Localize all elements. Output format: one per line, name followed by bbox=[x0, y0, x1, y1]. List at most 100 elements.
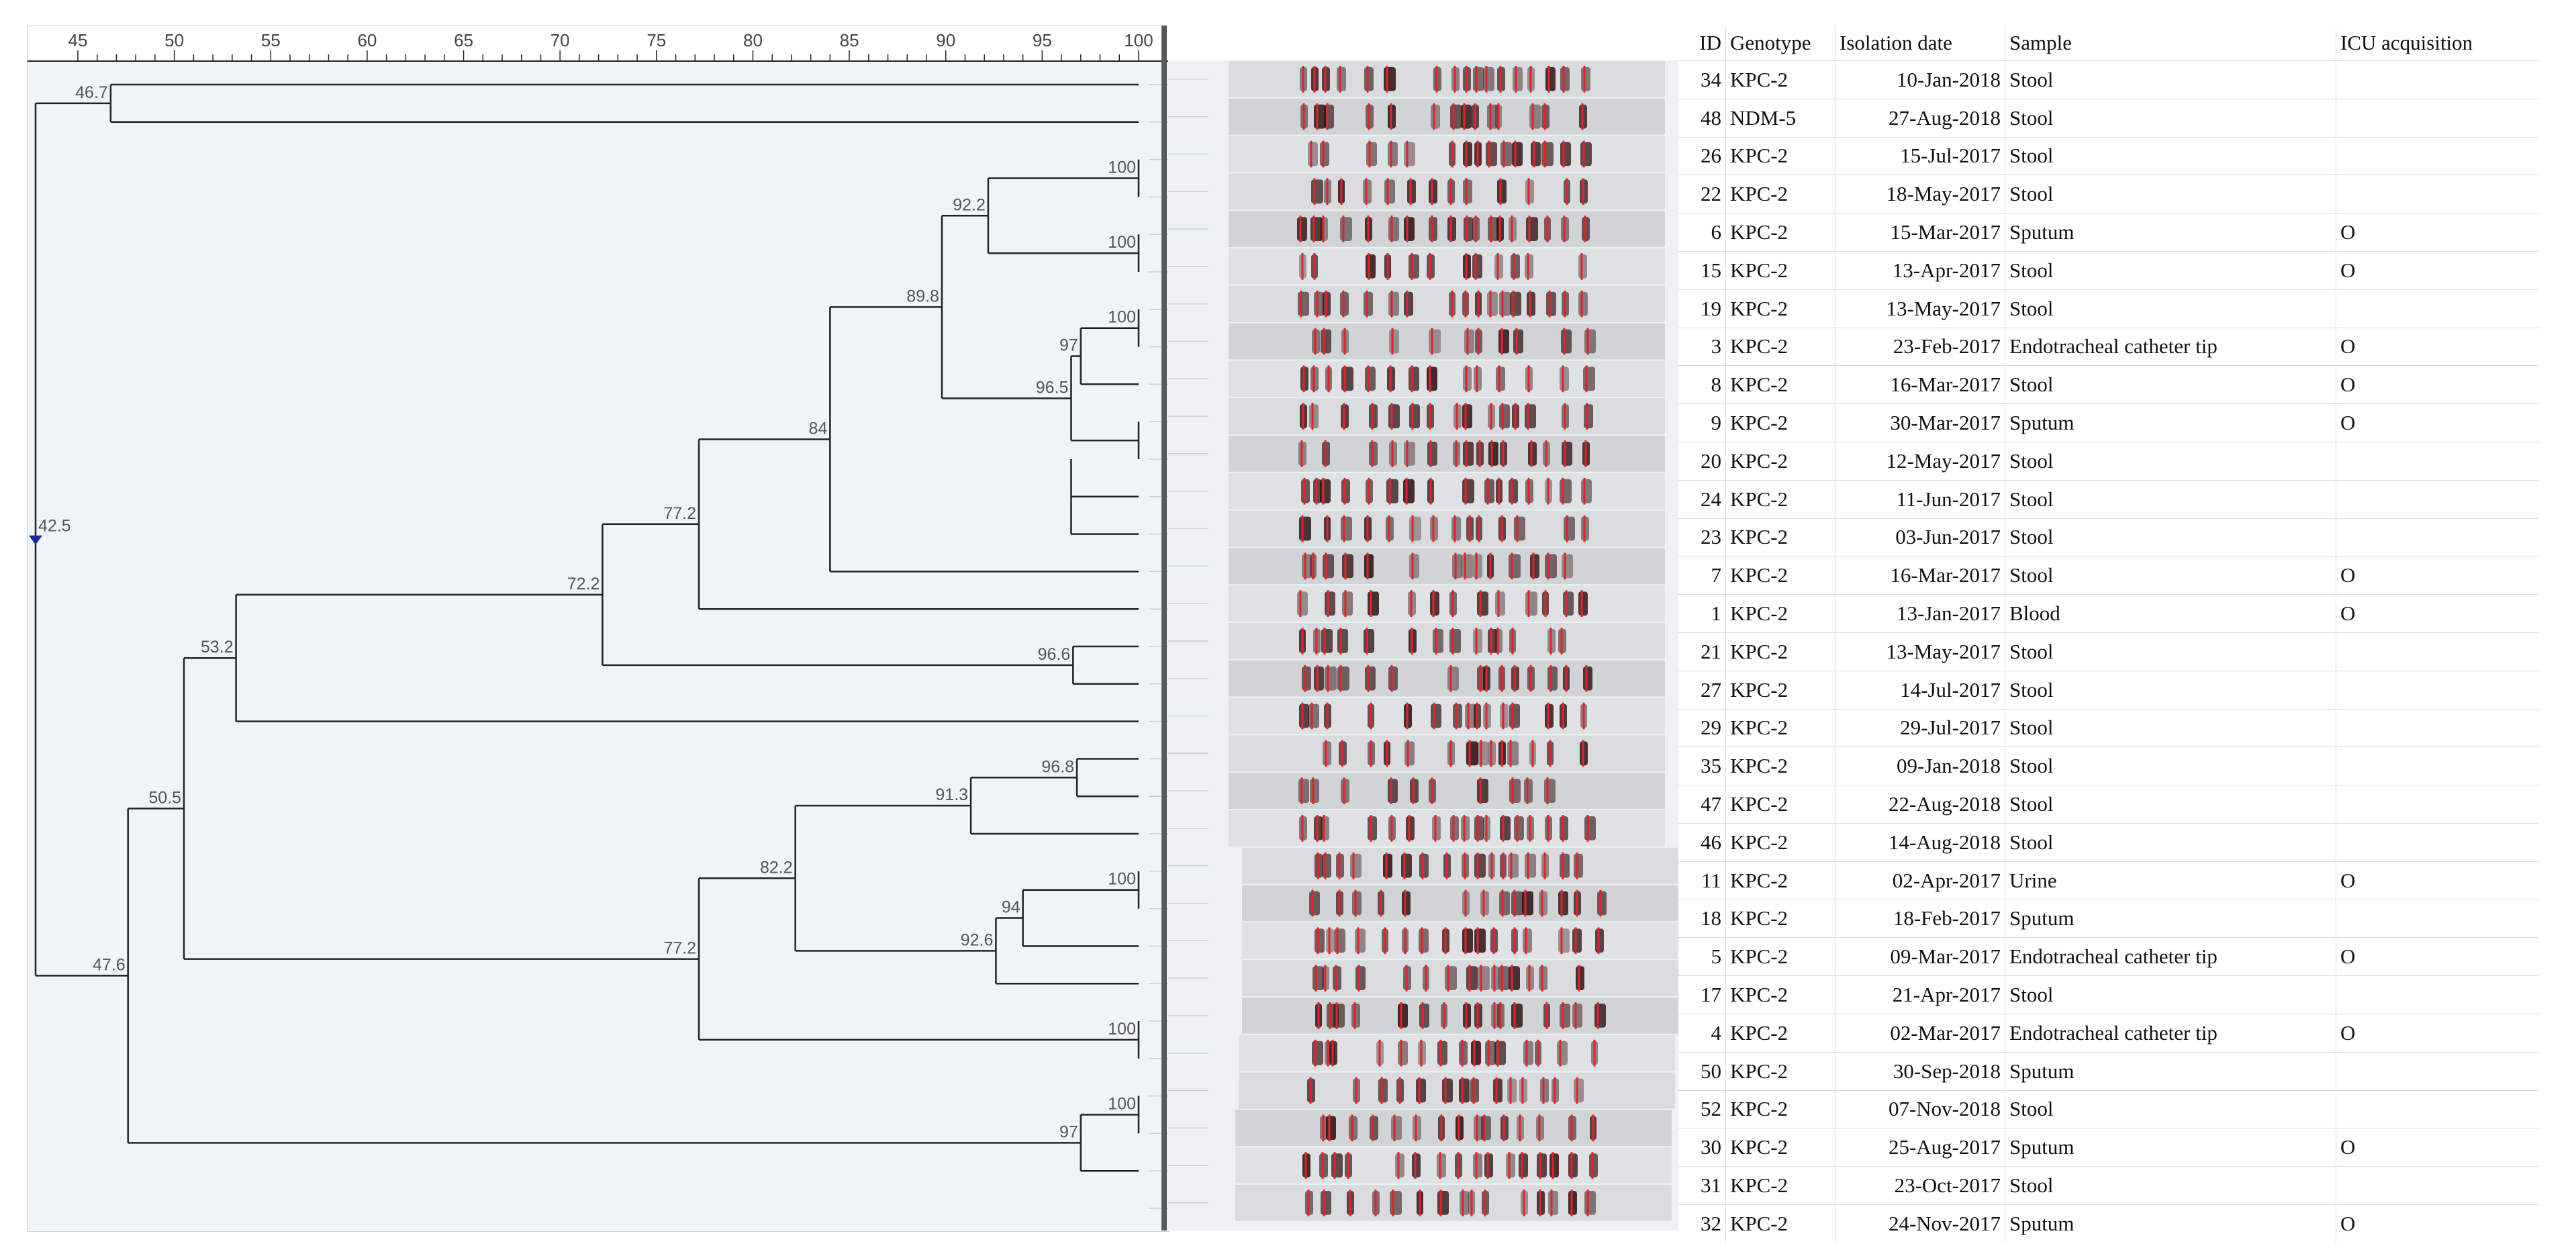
gel-band bbox=[1314, 291, 1324, 316]
table-row: 5 KPC-2 09-Mar-2017 Endotracheal catheter t… bbox=[1678, 937, 2539, 976]
cell-sample: Sputum bbox=[2005, 213, 2336, 252]
cell-id: 1 bbox=[1678, 594, 1726, 633]
node-label: 84 bbox=[809, 419, 828, 438]
gel-band bbox=[1549, 1153, 1559, 1177]
gel-band bbox=[1337, 629, 1348, 653]
cell-id: 29 bbox=[1678, 708, 1726, 747]
gel-band bbox=[1531, 142, 1541, 166]
gel-band bbox=[1298, 291, 1309, 316]
cell-date: 02-Mar-2017 bbox=[1835, 1013, 2005, 1053]
gel-band bbox=[1447, 666, 1459, 691]
table-row: 31 KPC-2 23-Oct-2017 Stool bbox=[1678, 1166, 2539, 1205]
gel-band bbox=[1333, 1004, 1345, 1028]
gel-band bbox=[1578, 291, 1588, 316]
gel-band bbox=[1560, 142, 1571, 166]
gel-band bbox=[1451, 516, 1461, 541]
node-label: 46.7 bbox=[75, 83, 108, 102]
gel-band bbox=[1437, 1153, 1446, 1177]
gel-band bbox=[1560, 367, 1569, 391]
cell-id: 11 bbox=[1678, 861, 1726, 900]
cell-id: 17 bbox=[1678, 975, 1726, 1014]
axis-tick-label: 60 bbox=[357, 30, 377, 50]
cell-genotype: KPC-2 bbox=[1725, 250, 1835, 290]
cell-genotype: KPC-2 bbox=[1725, 937, 1835, 976]
gel-lane bbox=[1229, 773, 1665, 809]
axis-tick-label: 55 bbox=[261, 30, 281, 50]
cell-sample: Stool bbox=[2005, 975, 2336, 1014]
cell-icu: O bbox=[2336, 403, 2539, 442]
gel-lane bbox=[1229, 61, 1665, 97]
gel-band bbox=[1466, 741, 1478, 766]
cell-icu bbox=[2336, 479, 2539, 519]
cell-sample: Stool bbox=[2005, 441, 2336, 481]
node-label: 100 bbox=[1108, 1020, 1136, 1038]
cell-id: 4 bbox=[1678, 1013, 1726, 1053]
gel-band bbox=[1321, 629, 1333, 653]
cell-id: 48 bbox=[1678, 98, 1726, 138]
gel-band bbox=[1526, 217, 1538, 241]
gel-band bbox=[1461, 104, 1472, 129]
gel-band bbox=[1496, 367, 1505, 391]
gel-band bbox=[1404, 291, 1413, 316]
gel-band bbox=[1388, 779, 1398, 803]
gel-band bbox=[1323, 554, 1334, 579]
gel-band bbox=[1322, 853, 1331, 878]
gel-band bbox=[1321, 1191, 1331, 1215]
gel-band bbox=[1560, 67, 1570, 91]
gel-band bbox=[1298, 779, 1309, 803]
cell-date: 29-Jul-2017 bbox=[1835, 708, 2005, 747]
table-row: 50 KPC-2 30-Sep-2018 Sputum bbox=[1678, 1051, 2539, 1091]
table-row: 21 KPC-2 13-May-2017 Stool bbox=[1678, 632, 2539, 671]
gel-band bbox=[1530, 554, 1539, 579]
cell-id: 9 bbox=[1678, 403, 1726, 442]
cell-sample: Stool bbox=[2005, 670, 2336, 710]
panel-divider[interactable] bbox=[1161, 26, 1167, 1230]
cell-icu bbox=[2336, 899, 2539, 938]
gel-band bbox=[1500, 816, 1511, 840]
gel-band bbox=[1409, 367, 1419, 391]
cell-sample: Stool bbox=[2005, 518, 2336, 557]
table-row: 32 KPC-2 24-Nov-2017 Sputum O bbox=[1678, 1204, 2539, 1243]
gel-band bbox=[1563, 591, 1574, 616]
root-marker-icon[interactable] bbox=[29, 535, 42, 545]
gel-band bbox=[1341, 516, 1352, 541]
gel-band bbox=[1473, 1153, 1482, 1177]
node-label: 82.2 bbox=[760, 858, 793, 877]
cell-date: 23-Oct-2017 bbox=[1835, 1166, 2005, 1205]
cell-icu bbox=[2336, 1090, 2539, 1128]
gel-band bbox=[1314, 666, 1324, 691]
cell-icu bbox=[2336, 708, 2539, 747]
cell-icu bbox=[2336, 175, 2539, 213]
dendrogram-panel: 45 50 55 60 65 70 75 80 85 90 95 100 46.7 100 100 92.2 1… bbox=[27, 26, 1170, 1232]
gel-band bbox=[1478, 966, 1490, 990]
gel-band bbox=[1514, 816, 1524, 840]
cell-genotype: KPC-2 bbox=[1725, 785, 1835, 824]
gel-band bbox=[1478, 741, 1488, 766]
gel-band bbox=[1594, 1004, 1606, 1028]
gel-band bbox=[1499, 291, 1511, 316]
gel-band bbox=[1574, 1078, 1584, 1103]
gel-band bbox=[1583, 666, 1592, 691]
cell-id: 46 bbox=[1678, 822, 1726, 862]
cell-date: 14-Aug-2018 bbox=[1835, 822, 2005, 862]
cell-genotype: KPC-2 bbox=[1725, 479, 1835, 519]
gel-band bbox=[1523, 1041, 1533, 1065]
gel-lane bbox=[1229, 136, 1665, 173]
node-label: 100 bbox=[1108, 1095, 1136, 1114]
cell-icu: O bbox=[2336, 861, 2539, 900]
cell-sample: Endotracheal catheter tip bbox=[2005, 1013, 2336, 1053]
cell-icu bbox=[2336, 1166, 2539, 1205]
cell-date: 02-Apr-2017 bbox=[1835, 861, 2005, 900]
cell-icu: O bbox=[2336, 556, 2539, 595]
cell-genotype: KPC-2 bbox=[1725, 403, 1835, 442]
cell-id: 19 bbox=[1678, 289, 1726, 328]
cell-id: 24 bbox=[1678, 479, 1726, 519]
axis-tick-label: 50 bbox=[164, 30, 184, 50]
cell-sample: Urine bbox=[2005, 861, 2336, 900]
gel-lane bbox=[1235, 1147, 1672, 1183]
cell-date: 16-Mar-2017 bbox=[1835, 556, 2005, 595]
cell-icu bbox=[2336, 822, 2539, 862]
cell-icu bbox=[2336, 60, 2539, 99]
axis-tick-label: 100 bbox=[1124, 30, 1153, 50]
table-row: 47 KPC-2 22-Aug-2018 Stool bbox=[1678, 785, 2539, 824]
